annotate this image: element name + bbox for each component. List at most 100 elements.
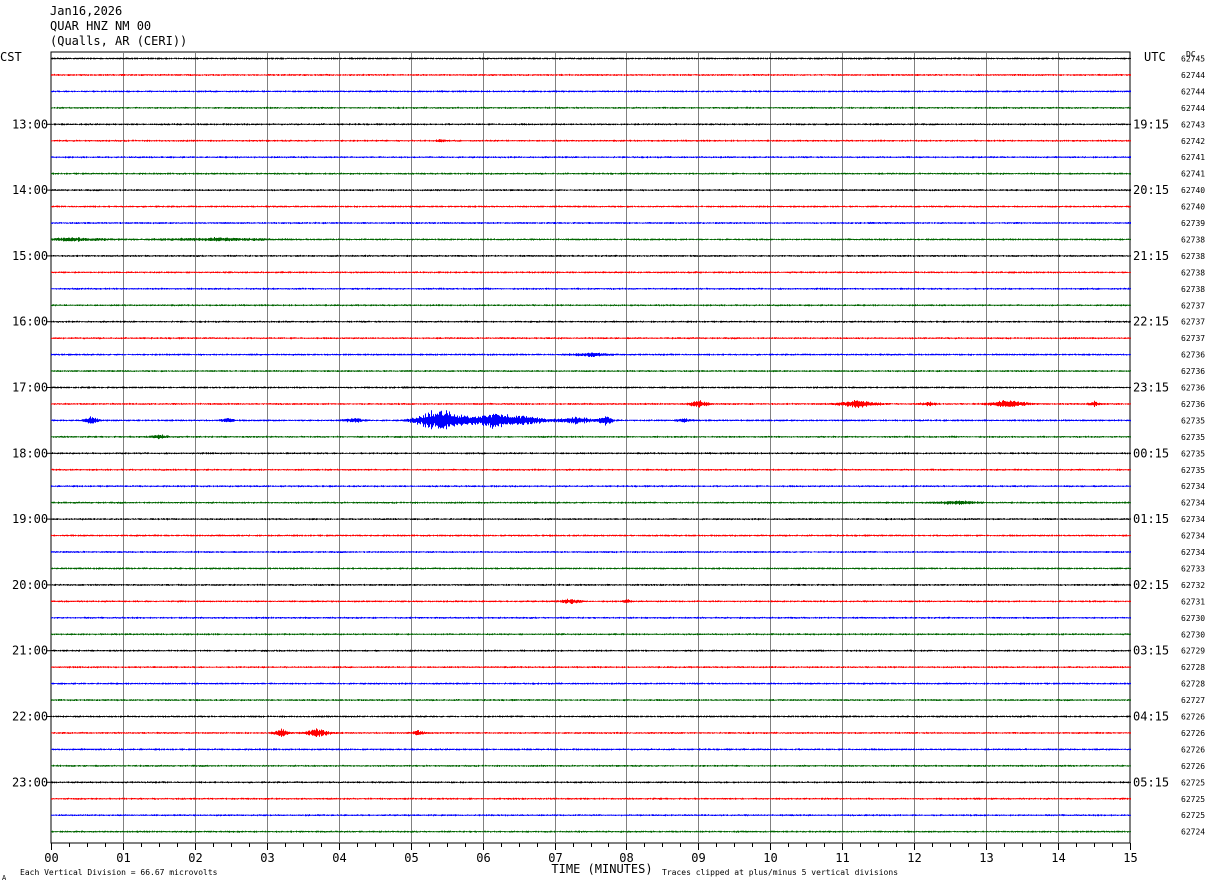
dc-offset-label: 62731 xyxy=(1181,597,1205,606)
dc-offset-label: 62726 xyxy=(1181,745,1205,754)
left-time-label: 20:00 xyxy=(12,578,48,592)
trace-22 xyxy=(51,410,1131,430)
dc-offset-label: 62734 xyxy=(1181,548,1205,557)
x-tick-label: 07 xyxy=(548,851,562,865)
trace-12 xyxy=(51,254,1131,257)
dc-offset-label: 62724 xyxy=(1181,828,1205,837)
right-time-label: 20:15 xyxy=(1133,183,1169,197)
dc-offset-label: 62744 xyxy=(1181,104,1205,113)
right-time-label: 21:15 xyxy=(1133,249,1169,263)
trace-10 xyxy=(51,221,1131,225)
right-time-label: 19:15 xyxy=(1133,117,1169,131)
dc-offset-label: 62738 xyxy=(1181,285,1205,294)
dc-offset-label: 62725 xyxy=(1181,778,1205,787)
dc-offset-label: 62728 xyxy=(1181,680,1205,689)
left-time-label: 17:00 xyxy=(12,381,48,395)
trace-34 xyxy=(51,616,1131,619)
left-time-label: 18:00 xyxy=(12,446,48,460)
trace-18 xyxy=(51,352,1131,357)
dc-offset-label: 62726 xyxy=(1181,713,1205,722)
left-time-label: 14:00 xyxy=(12,183,48,197)
dc-offset-label: 62738 xyxy=(1181,235,1205,244)
x-tick-label: 15 xyxy=(1123,851,1137,865)
trace-47 xyxy=(51,830,1131,833)
trace-21 xyxy=(51,400,1131,408)
trace-43 xyxy=(51,764,1131,767)
trace-6 xyxy=(51,156,1131,159)
dc-offset-label: 62742 xyxy=(1181,137,1205,146)
trace-32 xyxy=(51,583,1131,586)
dc-offset-label: 62725 xyxy=(1181,795,1205,804)
trace-24 xyxy=(51,452,1131,455)
dc-offset-label: 62735 xyxy=(1181,449,1205,458)
right-time-label: 01:15 xyxy=(1133,512,1169,526)
trace-31 xyxy=(51,567,1131,570)
x-tick-label: 04 xyxy=(332,851,346,865)
dc-offset-label: 62741 xyxy=(1181,153,1205,162)
dc-offset-label: 62734 xyxy=(1181,532,1205,541)
trace-7 xyxy=(51,172,1131,175)
dc-offset-label: 62735 xyxy=(1181,466,1205,475)
left-time-label: 23:00 xyxy=(12,775,48,789)
trace-42 xyxy=(51,748,1131,751)
trace-13 xyxy=(51,271,1131,274)
trace-4 xyxy=(51,123,1131,126)
dc-offset-label: 62737 xyxy=(1181,318,1205,327)
dc-offset-label: 62737 xyxy=(1181,301,1205,310)
clip-note: Traces clipped at plus/minus 5 vertical … xyxy=(662,868,898,877)
right-time-label: 05:15 xyxy=(1133,775,1169,789)
x-tick-label: 12 xyxy=(907,851,921,865)
trace-41 xyxy=(51,728,1131,737)
x-tick-label: 06 xyxy=(476,851,490,865)
left-time-label: 22:00 xyxy=(12,710,48,724)
dc-offset-label: 62729 xyxy=(1181,647,1205,656)
dc-offset-label: 62726 xyxy=(1181,729,1205,738)
x-tick-label: 05 xyxy=(404,851,418,865)
dc-offset-label: 62744 xyxy=(1181,87,1205,96)
left-time-label: 15:00 xyxy=(12,249,48,263)
dc-offset-label: 62730 xyxy=(1181,630,1205,639)
trace-30 xyxy=(51,550,1131,554)
trace-15 xyxy=(51,304,1131,307)
right-time-label: 02:15 xyxy=(1133,578,1169,592)
trace-25 xyxy=(51,468,1131,471)
dc-offset-label: 62726 xyxy=(1181,762,1205,771)
trace-40 xyxy=(51,715,1131,718)
trace-3 xyxy=(51,106,1131,109)
x-tick-label: 14 xyxy=(1051,851,1065,865)
trace-11 xyxy=(51,237,1131,242)
trace-39 xyxy=(51,699,1131,702)
trace-26 xyxy=(51,485,1131,488)
x-tick-label: 03 xyxy=(260,851,274,865)
dc-offset-label: 62745 xyxy=(1181,55,1205,64)
trace-9 xyxy=(51,205,1131,208)
trace-45 xyxy=(51,797,1131,800)
left-time-label: 19:00 xyxy=(12,512,48,526)
dc-offset-label: 62735 xyxy=(1181,433,1205,442)
dc-offset-label: 62730 xyxy=(1181,614,1205,623)
trace-5 xyxy=(51,139,1131,143)
x-axis-title: TIME (MINUTES) xyxy=(551,862,652,876)
dc-offset-label: 62732 xyxy=(1181,581,1205,590)
dc-offset-label: 62736 xyxy=(1181,367,1205,376)
trace-33 xyxy=(51,598,1131,604)
right-time-label: 00:15 xyxy=(1133,446,1169,460)
x-tick-label: 09 xyxy=(691,851,705,865)
header-date: Jan16,2026 xyxy=(50,4,123,18)
right-time-label: 04:15 xyxy=(1133,710,1169,724)
dc-offset-label: 62727 xyxy=(1181,696,1205,705)
x-tick-label: 08 xyxy=(619,851,633,865)
right-time-label: 22:15 xyxy=(1133,315,1169,329)
dc-offset-label: 62739 xyxy=(1181,219,1205,228)
dc-offset-label: 62725 xyxy=(1181,811,1205,820)
trace-29 xyxy=(51,534,1131,537)
trace-37 xyxy=(51,666,1131,669)
dc-offset-label: 62737 xyxy=(1181,334,1205,343)
dc-offset-label: 62734 xyxy=(1181,499,1205,508)
trace-38 xyxy=(51,682,1131,685)
x-tick-label: 01 xyxy=(116,851,130,865)
dc-offset-label: 62736 xyxy=(1181,351,1205,360)
dc-offset-label: 62734 xyxy=(1181,482,1205,491)
right-timezone-label: UTC xyxy=(1144,50,1166,64)
